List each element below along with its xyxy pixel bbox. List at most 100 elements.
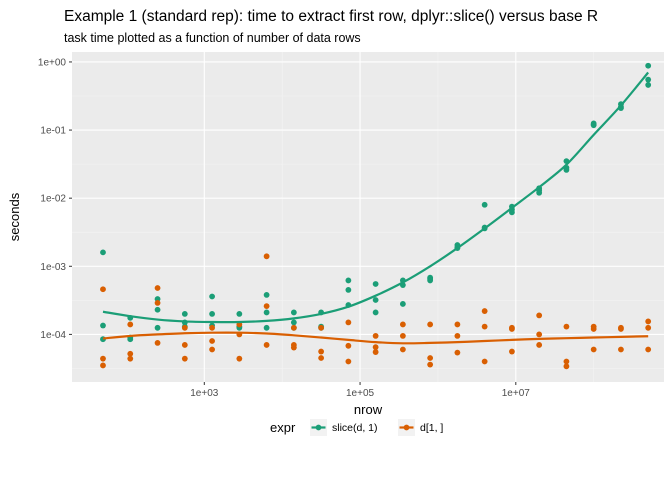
- data-point: [290, 344, 297, 351]
- data-point: [590, 346, 597, 353]
- x-axis-title: nrow: [354, 402, 383, 417]
- smooth-line-series-1: [102, 331, 649, 345]
- data-point: [100, 362, 106, 369]
- data-point: [509, 209, 515, 216]
- series-layer: [100, 62, 652, 370]
- data-point: [536, 342, 543, 348]
- x-tick-label: 1e+05: [346, 388, 375, 399]
- data-point: [563, 358, 570, 365]
- data-point: [154, 300, 161, 306]
- data-point: [399, 333, 406, 339]
- data-point: [399, 346, 406, 353]
- minor-gridlines: [72, 52, 664, 382]
- data-point: [427, 355, 434, 361]
- data-point: [181, 324, 188, 331]
- data-point: [372, 309, 379, 316]
- legend-label: d[1, ]: [420, 422, 443, 434]
- data-point: [372, 349, 379, 355]
- data-point: [263, 324, 270, 331]
- data-point: [209, 346, 215, 353]
- data-point: [181, 342, 188, 348]
- data-point: [645, 76, 652, 83]
- data-point: [209, 338, 215, 344]
- data-point: [618, 326, 624, 332]
- data-point: [645, 62, 652, 69]
- data-point: [236, 310, 243, 317]
- x-tick-label: 1e+07: [502, 388, 531, 399]
- data-point: [618, 346, 624, 353]
- data-point: [509, 326, 515, 332]
- data-point: [563, 323, 570, 330]
- data-point: [127, 350, 134, 357]
- legend-key-point: [315, 424, 322, 431]
- data-point: [154, 340, 161, 346]
- data-point: [263, 303, 270, 310]
- data-point: [645, 318, 652, 325]
- y-tick-label: 1e+00: [38, 57, 67, 68]
- data-point: [536, 312, 543, 319]
- data-point: [263, 309, 270, 316]
- data-point: [590, 326, 597, 332]
- data-point: [536, 331, 543, 338]
- data-point: [290, 309, 297, 316]
- y-axis-title: seconds: [7, 192, 22, 241]
- data-point: [454, 321, 461, 328]
- data-point: [100, 355, 106, 362]
- plot-panel: [72, 52, 664, 382]
- legend-key-point: [403, 424, 410, 431]
- data-point: [154, 285, 161, 291]
- data-point: [645, 324, 652, 331]
- data-point: [590, 122, 597, 129]
- data-point: [372, 297, 379, 303]
- data-point: [345, 287, 352, 293]
- data-point: [290, 324, 297, 331]
- data-point: [209, 310, 215, 317]
- data-point: [427, 361, 434, 368]
- axis-ticks: 1e+03 1e+05 1e+07 1e-04 1e-03 1e-02 1e-01 1e+00: [38, 57, 530, 399]
- data-point: [345, 277, 352, 284]
- data-point: [263, 253, 270, 260]
- data-point: [372, 281, 379, 287]
- y-tick-label: 1e-03: [40, 262, 66, 273]
- x-tick-label: 1e+03: [190, 388, 219, 399]
- legend: expr slice(d, 1) d[1, ]: [270, 419, 443, 436]
- data-point: [645, 82, 652, 88]
- data-point: [481, 323, 488, 330]
- data-point: [181, 310, 188, 317]
- y-tick-label: 1e-01: [40, 126, 66, 137]
- data-point: [454, 333, 461, 339]
- legend-key-0: slice(d, 1): [310, 419, 378, 436]
- data-point: [345, 358, 352, 365]
- data-point: [154, 306, 161, 313]
- data-point: [427, 321, 434, 328]
- data-point: [127, 355, 134, 362]
- legend-key-1: d[1, ]: [398, 419, 443, 436]
- data-point: [100, 322, 106, 329]
- data-point: [509, 348, 515, 355]
- data-point: [127, 336, 134, 343]
- data-point: [645, 346, 652, 353]
- data-point: [399, 301, 406, 307]
- legend-title: expr: [270, 420, 296, 435]
- data-point: [318, 355, 325, 361]
- data-point: [318, 348, 325, 355]
- data-point: [318, 324, 325, 331]
- data-point: [536, 189, 543, 196]
- chart-subtitle: task time plotted as a function of numbe…: [64, 31, 361, 45]
- data-point: [399, 321, 406, 328]
- data-point: [345, 319, 352, 326]
- data-point: [372, 344, 379, 351]
- data-point: [481, 201, 488, 208]
- smooth-line-series-0: [102, 71, 650, 324]
- data-point: [563, 363, 570, 370]
- data-point: [127, 321, 134, 328]
- data-point: [481, 358, 488, 365]
- data-point: [100, 286, 106, 293]
- data-point: [427, 277, 434, 284]
- data-point: [263, 342, 270, 348]
- data-point: [209, 324, 215, 331]
- data-point: [454, 349, 461, 356]
- data-point: [154, 324, 161, 331]
- y-tick-label: 1e-04: [40, 330, 66, 341]
